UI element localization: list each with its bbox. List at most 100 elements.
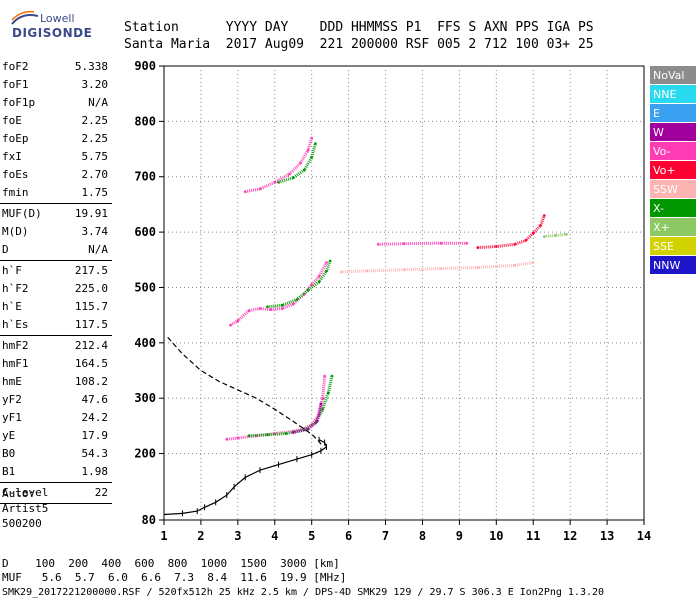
param-value: 24.2: [81, 411, 109, 424]
legend-item: E: [650, 104, 696, 123]
y-tick-label: 900: [134, 59, 156, 73]
param-name: yF2: [2, 393, 22, 406]
param-name: yF1: [2, 411, 22, 424]
echo-trace: [341, 261, 534, 274]
y-tick-label: 600: [134, 225, 156, 239]
param-name: D: [2, 243, 9, 256]
echo-point: [439, 267, 443, 270]
parameters-panel: foF2 5.338 foF1 3.20 foF1p N/A foE 2.25 foEp 2.25…: [0, 58, 112, 505]
x-tick-label: 3: [234, 529, 241, 543]
muf-row-frequency: MUF 5.6 5.7 6.0 6.6 7.3 8.4 11.6 19.9 [M…: [2, 571, 347, 584]
echo-point: [284, 432, 288, 435]
param-name: hmF1: [2, 357, 29, 370]
x-tick-label: 5: [308, 529, 315, 543]
param-name: yE: [2, 429, 16, 442]
legend-item: NNE: [650, 85, 696, 104]
logo-line1: Lowell: [40, 12, 75, 25]
x-tick-label: 13: [600, 529, 614, 543]
param-value: 2.70: [81, 168, 109, 181]
y-tick-label: 200: [134, 447, 156, 461]
legend-item: X-: [650, 199, 696, 218]
param-row: C-level 22: [0, 484, 112, 502]
echo-point: [314, 142, 317, 145]
param-name: foEp: [2, 132, 29, 145]
param-row: yF2 47.6: [0, 391, 112, 409]
param-value: 225.0: [74, 282, 108, 295]
param-separator: [0, 482, 112, 483]
echo-point: [266, 305, 269, 309]
echo-point: [495, 245, 498, 248]
param-value: 108.2: [74, 375, 108, 388]
echo-point: [321, 396, 325, 400]
station-header: Station YYYY DAY DDD HHMMSS P1 FFS S AXN…: [124, 19, 594, 53]
echo-point: [266, 433, 269, 437]
echo-point: [303, 168, 306, 172]
param-value: 5.338: [74, 60, 108, 73]
auto-scaling-info: Auto: Artist5 500200: [2, 486, 48, 531]
echo-point: [291, 302, 295, 306]
param-row: M(D) 3.74: [0, 223, 112, 241]
param-value: 212.4: [74, 339, 108, 352]
echo-point: [269, 308, 273, 311]
header-row1: Station YYYY DAY DDD HHMMSS P1 FFS S AXN…: [124, 20, 594, 35]
param-value: 22: [94, 486, 108, 499]
param-value: 115.7: [74, 300, 108, 313]
legend-item: Vo+: [650, 161, 696, 180]
echo-point: [539, 224, 542, 227]
echo-point: [439, 241, 443, 245]
legend-item: X+: [650, 218, 696, 237]
muf-row-distance: D 100 200 400 600 800 1000 1500 3000 [km…: [2, 557, 340, 570]
echo-point: [531, 261, 535, 264]
param-row: yE 17.9: [0, 427, 112, 445]
echo-point: [277, 181, 280, 184]
digisonde-logo: Lowell DIGISONDE: [8, 8, 118, 44]
param-value: N/A: [88, 96, 108, 109]
x-tick-label: 12: [563, 529, 577, 543]
echo-point: [258, 307, 262, 310]
echo-point: [315, 420, 319, 423]
echo-point: [229, 323, 232, 327]
param-row: foF1 3.20: [0, 76, 112, 94]
y-tick-label: 80: [142, 513, 156, 527]
param-name: h`F: [2, 264, 22, 277]
y-tick-label: 500: [134, 280, 156, 294]
echo-point: [328, 259, 332, 263]
param-value: 217.5: [74, 264, 108, 277]
param-name: M(D): [2, 225, 29, 238]
echo-point: [236, 436, 240, 440]
logo-line2: DIGISONDE: [12, 26, 93, 40]
echo-trace: [477, 214, 546, 250]
logo-swoosh-icon: [11, 10, 39, 25]
echo-point: [247, 309, 251, 313]
param-row: D N/A: [0, 241, 112, 259]
param-row: hmE 108.2: [0, 373, 112, 391]
param-row: h`F 217.5: [0, 262, 112, 280]
auto-line2: Artist5: [2, 502, 49, 515]
auto-line1: Auto:: [2, 487, 36, 500]
echo-point: [280, 307, 284, 310]
echo-point: [543, 214, 546, 217]
param-separator: [0, 203, 112, 204]
echo-point: [306, 427, 310, 431]
echo-point: [325, 269, 328, 273]
echo-point: [306, 288, 310, 292]
x-tick-label: 1: [160, 529, 167, 543]
param-row: foEp 2.25: [0, 130, 112, 148]
echo-trace: [292, 403, 323, 434]
echo-point: [258, 187, 262, 191]
param-name: foF1: [2, 78, 29, 91]
param-row: hmF2 212.4: [0, 337, 112, 355]
param-name: h`F2: [2, 282, 29, 295]
x-tick-label: 14: [637, 529, 651, 543]
file-info-footer: SMK29_2017221200000.RSF / 520fx512h 25 k…: [2, 587, 605, 598]
legend-item: SSW: [650, 180, 696, 199]
param-name: foE: [2, 114, 22, 127]
param-name: h`E: [2, 300, 22, 313]
echo-point: [476, 246, 480, 249]
echo-point: [317, 275, 321, 278]
legend-item: NoVal: [650, 66, 696, 85]
echo-trace: [229, 261, 328, 327]
header-row2: Santa Maria 2017 Aug09 221 200000 RSF 00…: [124, 37, 594, 52]
echo-point: [299, 161, 302, 165]
echo-point: [310, 136, 314, 140]
